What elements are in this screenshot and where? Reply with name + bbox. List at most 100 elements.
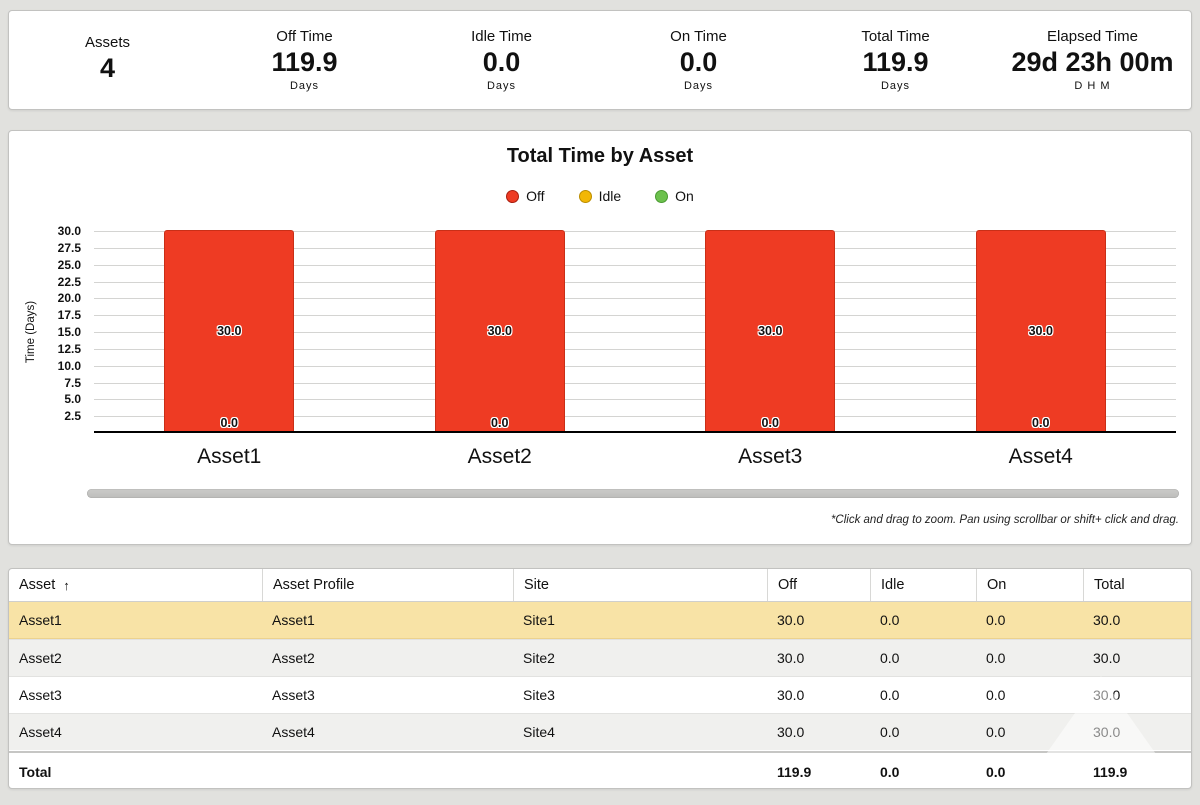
header-cell-total[interactable]: Total [1083,569,1191,601]
y-tick-label: 2.5 [64,409,81,424]
cell: 0.0 [880,724,900,740]
stat-unit: D H M [1074,79,1111,92]
total-cell [262,753,513,788]
legend-item-idle[interactable]: Idle [578,188,622,204]
table-row-asset2[interactable]: Asset2 Asset2 Site2 30.0 0.0 0.0 30.0 [9,639,1191,676]
table-body: Asset1 Asset1 Site1 30.0 0.0 0.0 30.0 Asset2 Ass… [9,602,1191,750]
y-tick-label: 10.0 [57,358,81,373]
cell: 0.0 [986,724,1006,740]
y-tick-label: 20.0 [57,291,81,306]
table-header-row: Asset ↑ Asset Profile Site Off Idle On Total [9,569,1191,602]
bar-base-label: 0.0 [761,416,779,430]
cell: Asset1 [19,612,62,628]
stat-value: 119.9 [862,47,929,78]
stat-elapsed-time: Elapsed Time 29d 23h 00m D H M [994,28,1191,91]
gridline [94,298,1176,300]
sort-ascending-icon: ↑ [63,577,70,593]
bar-value-label: 30.0 [217,324,242,338]
stat-value: 0.0 [482,47,521,78]
cell: 30.0 [1093,650,1121,666]
cell: 0.0 [986,612,1006,628]
stat-label: Total Time [861,28,930,46]
table-row-asset3[interactable]: Asset3 Asset3 Site3 30.0 0.0 0.0 30.0 [9,676,1191,713]
scrollbar-thumb[interactable] [87,489,1179,498]
x-axis-label-asset4: Asset4 [1008,445,1073,468]
stat-unit: Days [289,79,320,92]
y-tick-label: 22.5 [57,274,81,289]
bar-asset3[interactable]: 30.0 0.0 [705,230,836,431]
total-cell: 119.9 [777,764,812,780]
bar-base-label: 0.0 [1032,416,1050,430]
bar-asset2[interactable]: 30.0 0.0 [434,230,565,431]
x-axis-labels: Asset1 Asset2 Asset3 Asset4 [94,445,1176,469]
plot-area[interactable]: 30.0 0.0 30.0 0.0 30.0 0.0 30.0 0.0 [94,230,1176,433]
legend-item-off[interactable]: Off [506,188,545,204]
cell: 0.0 [986,687,1006,703]
bar-value-label: 30.0 [1028,324,1053,338]
x-axis-label-asset3: Asset3 [738,445,803,468]
cell: 30.0 [1093,612,1121,628]
gridline [94,416,1176,418]
cell: 30.0 [1093,687,1121,703]
gridline [94,231,1176,232]
y-tick-label: 27.5 [57,240,81,255]
y-tick-label: 7.5 [64,375,81,390]
cell: Site2 [523,650,555,666]
chart-horizontal-scrollbar[interactable] [87,489,1179,498]
chart-title: Total Time by Asset [506,145,694,167]
cell: Asset4 [19,724,62,740]
cell: 0.0 [880,650,900,666]
table-row-asset1[interactable]: Asset1 Asset1 Site1 30.0 0.0 0.0 30.0 [9,602,1191,639]
bar-value-label: 30.0 [487,324,512,338]
legend-item-on[interactable]: On [655,188,694,204]
stat-idle-time: Idle Time 0.0 Days [403,28,600,91]
cell: 30.0 [777,724,805,740]
y-tick-label: 12.5 [57,341,81,356]
y-tick-label: 25.0 [57,257,81,272]
stat-label: Elapsed Time [1047,28,1138,46]
legend-off-dot-icon [506,189,520,203]
total-cell: 119.9 [1093,764,1128,780]
header-cell-idle[interactable]: Idle [870,569,976,601]
header-cell-on[interactable]: On [976,569,1083,601]
stats-summary-bar: Assets 4 Off Time 119.9 Days Idle Time 0.0 Days… [8,10,1192,110]
cell: 30.0 [777,612,805,628]
stat-unit: Days [683,79,714,92]
gridline [94,399,1176,401]
gridline [94,281,1176,283]
x-axis-label-asset2: Asset2 [467,445,532,468]
gridline [94,315,1176,317]
header-cell-asset[interactable]: Asset ↑ [19,577,70,593]
stat-unit: Days [880,79,911,92]
x-axis-label-asset1: Asset1 [197,445,262,468]
bar-value-label: 30.0 [758,324,783,338]
stat-total-time: Total Time 119.9 Days [797,28,994,91]
cell: Asset3 [19,687,62,703]
cell: 0.0 [880,687,900,703]
total-cell [513,753,767,788]
bar-asset4[interactable]: 30.0 0.0 [975,230,1106,431]
cell: 0.0 [880,612,900,628]
stat-label: Assets [84,34,130,52]
gridline [94,332,1176,333]
legend-label: Off [526,188,545,204]
bar-asset1[interactable]: 30.0 0.0 [164,230,295,431]
cell: Asset3 [272,687,315,703]
stat-off-time: Off Time 119.9 Days [206,28,403,91]
cell: Site1 [523,612,555,628]
header-cell-off[interactable]: Off [767,569,870,601]
header-cell-asset-profile[interactable]: Asset Profile [262,569,513,601]
cell: 30.0 [1093,724,1121,740]
y-tick-label: 15.0 [57,325,81,339]
stat-unit: Days [486,79,517,92]
stat-on-time: On Time 0.0 Days [600,28,797,91]
legend-label: On [675,188,694,204]
total-cell: Total [19,764,52,780]
chart-help-note: *Click and drag to zoom. Pan using scrol… [830,514,1179,526]
gridline [94,247,1176,249]
table-row-asset4[interactable]: Asset4 Asset4 Site4 30.0 0.0 0.0 30.0 [9,713,1191,750]
header-cell-site[interactable]: Site [513,569,767,601]
total-cell: 0.0 [986,764,1006,780]
legend-label: Idle [598,188,622,204]
y-tick-label: 5.0 [64,392,81,407]
